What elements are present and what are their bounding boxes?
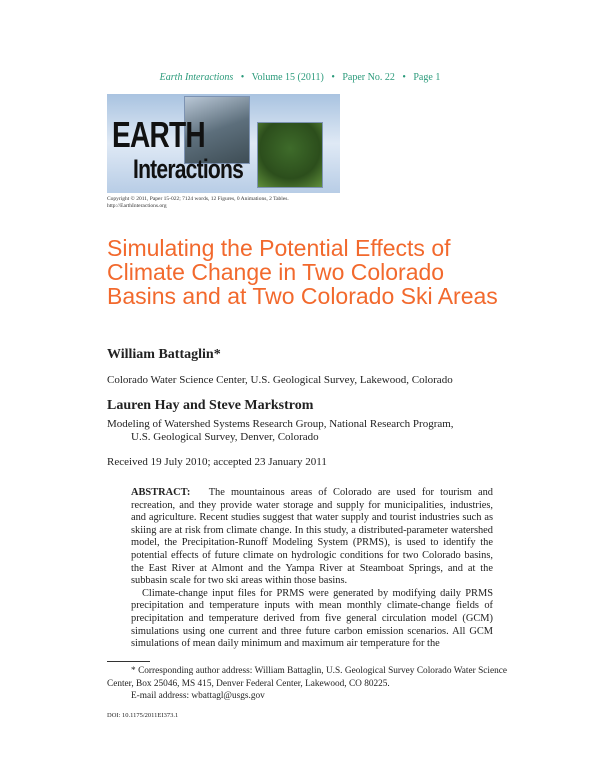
copyright-line: Copyright © 2011, Paper 15-022; 7124 wor…	[107, 196, 289, 202]
author-name: William Battaglin*	[107, 347, 221, 362]
footnote-rule	[107, 661, 150, 662]
doi: DOI: 10.1175/2011EI373.1	[107, 712, 179, 719]
abstract-paragraph: Climate-change input files for PRMS were…	[131, 587, 493, 650]
volume: Volume 15 (2011)	[251, 72, 324, 83]
author-name: Lauren Hay and Steve Markstrom	[107, 398, 314, 413]
logo-mountain-photo	[184, 96, 250, 164]
abstract-label: ABSTRACT:	[131, 487, 191, 498]
paper-number: Paper No. 22	[342, 72, 395, 83]
abstract: ABSTRACT: The mountainous areas of Color…	[131, 487, 493, 651]
copyright-notice: Copyright © 2011, Paper 15-022; 7124 wor…	[107, 196, 289, 210]
journal-name: Earth Interactions	[159, 72, 234, 83]
corresponding-author: * Corresponding author address: William …	[107, 666, 507, 689]
email-address: E-mail address: wbattagl@usgs.gov	[131, 691, 265, 701]
logo-text-interactions: Interactions	[133, 154, 244, 184]
abstract-paragraph: The mountainous areas of Colorado are us…	[131, 487, 493, 587]
logo-text-earth: EARTH	[112, 114, 206, 155]
author-affiliation: U.S. Geological Survey, Denver, Colorado	[131, 431, 319, 443]
logo-forest-photo	[257, 122, 323, 188]
author-affiliation: Colorado Water Science Center, U.S. Geol…	[107, 374, 453, 386]
author-affiliation: Modeling of Watershed Systems Research G…	[107, 418, 454, 430]
separator: •	[240, 72, 245, 83]
footnote: * Corresponding author address: William …	[107, 665, 507, 703]
page-number: Page 1	[413, 72, 441, 83]
separator: •	[402, 72, 406, 83]
running-header: Earth Interactions • Volume 15 (2011) • …	[0, 72, 600, 83]
journal-url[interactable]: http://EarthInteractions.org	[107, 203, 167, 209]
separator: •	[331, 72, 335, 83]
received-dates: Received 19 July 2010; accepted 23 Janua…	[107, 456, 327, 468]
paper-title: Simulating the Potential Effects of Clim…	[107, 235, 498, 309]
journal-logo: EARTH Interactions	[107, 94, 340, 193]
